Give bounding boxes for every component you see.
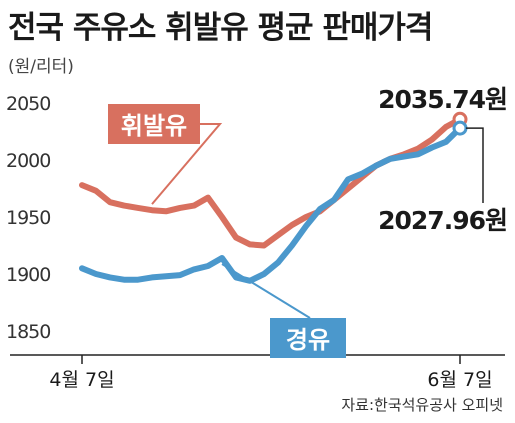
y-tick-label: 1900 [6,264,50,286]
end-marker-diesel [452,120,468,136]
unit-label: (원/리터) [8,57,74,77]
series-label-box-diesel [270,318,346,358]
leader-line-gasoline [151,123,223,205]
y-tick-label: 2050 [6,93,50,115]
y-tick-label: 1950 [6,207,50,229]
leader-line-diesel-value [466,127,484,203]
end-value-diesel: 2027.96원 [378,206,507,235]
x-tick-label: 4월 7일 [49,369,114,391]
series-line-diesel [79,125,463,284]
series-label-gasoline: 휘발유 [121,112,187,140]
y-tick-label: 1850 [6,321,50,343]
series-label-box-gasoline [108,104,200,144]
series-label-diesel: 경유 [286,326,330,354]
end-value-gasoline: 2035.74원 [378,85,507,114]
y-tick-label: 2000 [6,150,50,172]
source-note: 자료:한국석유공사 오피넷 [341,396,503,414]
x-tick-label: 6월 7일 [427,369,492,391]
leader-line-diesel [221,263,311,319]
chart-title: 전국 주유소 휘발유 평균 판매가격 [8,10,433,46]
